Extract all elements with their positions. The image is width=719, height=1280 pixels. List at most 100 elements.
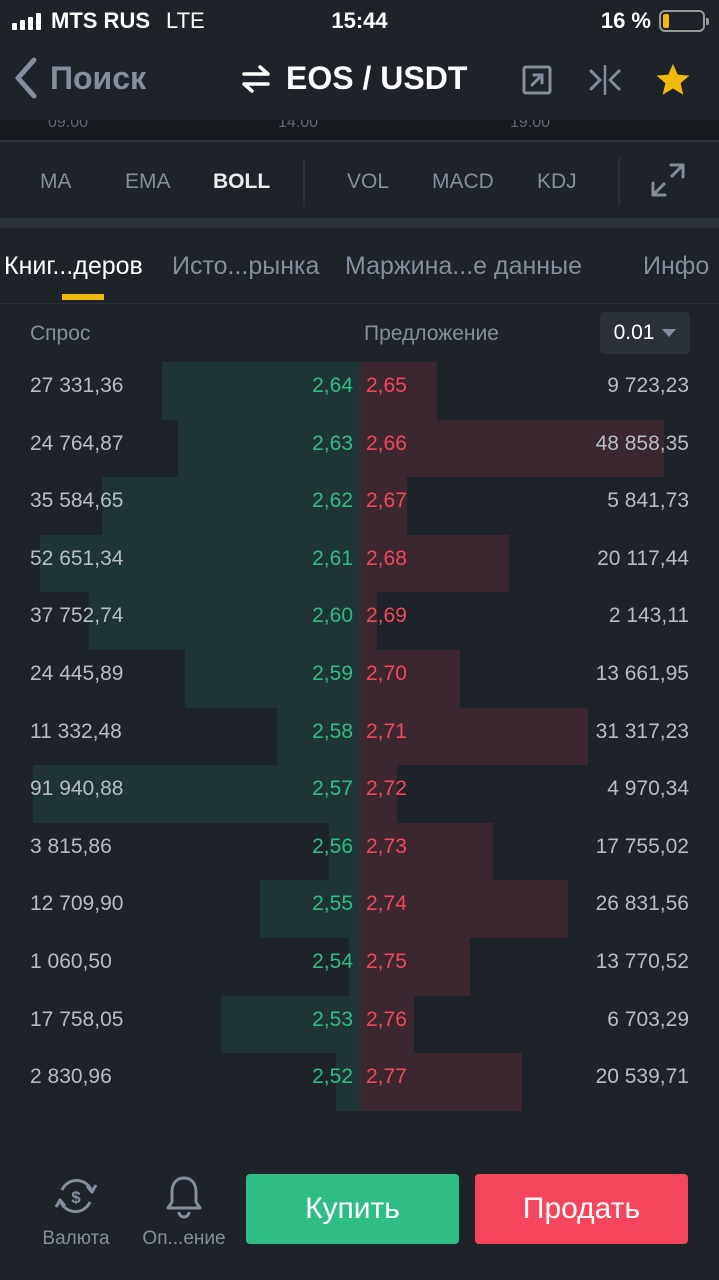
ask-quantity: 9 723,23 [607, 374, 689, 397]
bid-quantity: 24 445,89 [30, 662, 124, 685]
bid-depth-bar [277, 707, 359, 766]
ask-price: 2,75 [366, 950, 407, 973]
indicator-vol[interactable]: VOL [347, 170, 390, 193]
carrier-label: MTS RUS [51, 8, 150, 33]
bid-quantity: 91 940,88 [30, 777, 124, 801]
axis-tick: 14:00 [278, 120, 319, 131]
back-button[interactable]: Поиск [14, 56, 146, 100]
alert-button[interactable]: Оп...ение [134, 1172, 234, 1250]
ask-depth-bar [361, 995, 414, 1054]
ask-depth-bar [361, 362, 437, 420]
ask-quantity: 6 703,29 [607, 1007, 689, 1031]
status-right: 16 % [600, 8, 709, 34]
bid-price: 2,64 [312, 374, 353, 397]
favorite-star-icon[interactable] [653, 60, 693, 100]
chart-time-axis: 09:00 14:00 19:00 [0, 120, 719, 140]
pair-selector[interactable]: EOS / USDT [240, 60, 467, 97]
ask-depth-bar [361, 477, 407, 535]
ask-depth-bar [361, 1053, 522, 1111]
precision-value: 0.01 [613, 321, 655, 344]
ask-quantity: 13 770,52 [595, 950, 689, 973]
bid-depth-bar [40, 534, 359, 593]
order-book-row[interactable]: 3 815,86 2,56 2,73 17 755,02 [0, 822, 719, 881]
ask-quantity: 26 831,56 [595, 892, 689, 916]
bid-price: 2,55 [312, 892, 353, 916]
bid-depth-bar [178, 419, 359, 478]
indicator-boll[interactable]: BOLL [213, 170, 271, 193]
tab-order-book[interactable]: Книг...деров [4, 252, 143, 280]
tab-info[interactable]: Инфо [643, 252, 710, 280]
ask-depth-bar [361, 534, 509, 593]
order-book-row[interactable]: 11 332,48 2,58 2,71 31 317,23 [0, 707, 719, 766]
bid-depth-bar [102, 477, 359, 535]
battery-level [663, 14, 670, 28]
bid-price: 2,53 [312, 1007, 353, 1031]
tab-margin-data[interactable]: Маржина...е данные [345, 252, 582, 280]
ask-price: 2,74 [366, 892, 407, 916]
indicator-macd[interactable]: MACD [432, 170, 494, 193]
order-book-row[interactable]: 24 445,89 2,59 2,70 13 661,95 [0, 650, 719, 708]
bid-price: 2,56 [312, 834, 353, 858]
precision-dropdown[interactable]: 0.01 [600, 312, 690, 354]
ask-depth-bar [361, 938, 470, 996]
indicator-ma[interactable]: MA [40, 170, 72, 193]
nav-actions [517, 60, 693, 100]
tab-market-history[interactable]: Исто...рынка [172, 252, 320, 280]
bid-price: 2,59 [312, 662, 353, 685]
bid-price: 2,63 [312, 431, 353, 455]
order-book-row[interactable]: 12 709,90 2,55 2,74 26 831,56 [0, 880, 719, 938]
currency-button[interactable]: $ Валюта [26, 1172, 126, 1250]
bid-price: 2,61 [312, 546, 353, 570]
expand-icon[interactable] [650, 162, 686, 198]
chevron-left-icon [15, 57, 37, 99]
bid-price: 2,57 [312, 777, 353, 801]
bid-depth-bar [89, 592, 359, 650]
order-book-row[interactable]: 27 331,36 2,64 2,65 9 723,23 [0, 362, 719, 420]
pair-title: EOS / USDT [286, 60, 468, 96]
ask-quantity: 5 841,73 [607, 489, 689, 513]
share-icon[interactable] [517, 60, 557, 100]
bid-depth-bar [185, 650, 359, 708]
ask-price: 2,77 [366, 1065, 407, 1089]
center-divider [358, 362, 361, 1111]
order-book-row[interactable]: 2 830,96 2,52 2,77 20 539,71 [0, 1053, 719, 1111]
bid-price: 2,62 [312, 489, 353, 513]
svg-text:$: $ [71, 1188, 81, 1207]
ask-price: 2,76 [366, 1007, 407, 1031]
ask-depth-bar [361, 419, 664, 478]
ask-depth-bar [361, 707, 588, 766]
ask-depth-bar [361, 880, 568, 938]
order-book-row[interactable]: 24 764,87 2,63 2,66 48 858,35 [0, 419, 719, 478]
ask-depth-bar [361, 592, 377, 650]
order-book-row[interactable]: 1 060,50 2,54 2,75 13 770,52 [0, 938, 719, 996]
currency-label: Валюта [42, 1228, 110, 1249]
bid-depth-bar [349, 938, 359, 996]
buy-button[interactable]: Купить [246, 1174, 459, 1244]
order-book-row[interactable]: 17 758,05 2,53 2,76 6 703,29 [0, 995, 719, 1054]
bid-price: 2,60 [312, 604, 353, 628]
compare-icon[interactable] [585, 60, 625, 100]
bid-depth-bar [329, 822, 359, 881]
bid-quantity: 1 060,50 [30, 950, 112, 973]
order-book-row[interactable]: 91 940,88 2,57 2,72 4 970,34 [0, 765, 719, 823]
indicator-ema[interactable]: EMA [125, 170, 171, 193]
ask-depth-bar [361, 822, 493, 881]
active-tab-indicator [62, 294, 104, 300]
back-label: Поиск [50, 59, 147, 96]
ask-quantity: 17 755,02 [595, 834, 689, 858]
ask-quantity: 20 539,71 [595, 1065, 689, 1089]
indicator-kdj[interactable]: KDJ [537, 170, 577, 193]
ask-quantity: 2 143,11 [608, 604, 689, 628]
ask-quantity: 31 317,23 [595, 719, 689, 743]
section-divider [0, 218, 719, 228]
bid-quantity: 35 584,65 [30, 489, 124, 513]
bid-quantity: 24 764,87 [30, 431, 124, 455]
order-book-row[interactable]: 35 584,65 2,62 2,67 5 841,73 [0, 477, 719, 535]
sell-button[interactable]: Продать [475, 1174, 688, 1244]
ask-depth-bar [361, 650, 460, 708]
order-book-row[interactable]: 52 651,34 2,61 2,68 20 117,44 [0, 534, 719, 593]
bid-depth-bar [336, 1053, 359, 1111]
battery-percent: 16 % [600, 8, 651, 33]
order-book-row[interactable]: 37 752,74 2,60 2,69 2 143,11 [0, 592, 719, 650]
signal-icon [12, 12, 41, 30]
